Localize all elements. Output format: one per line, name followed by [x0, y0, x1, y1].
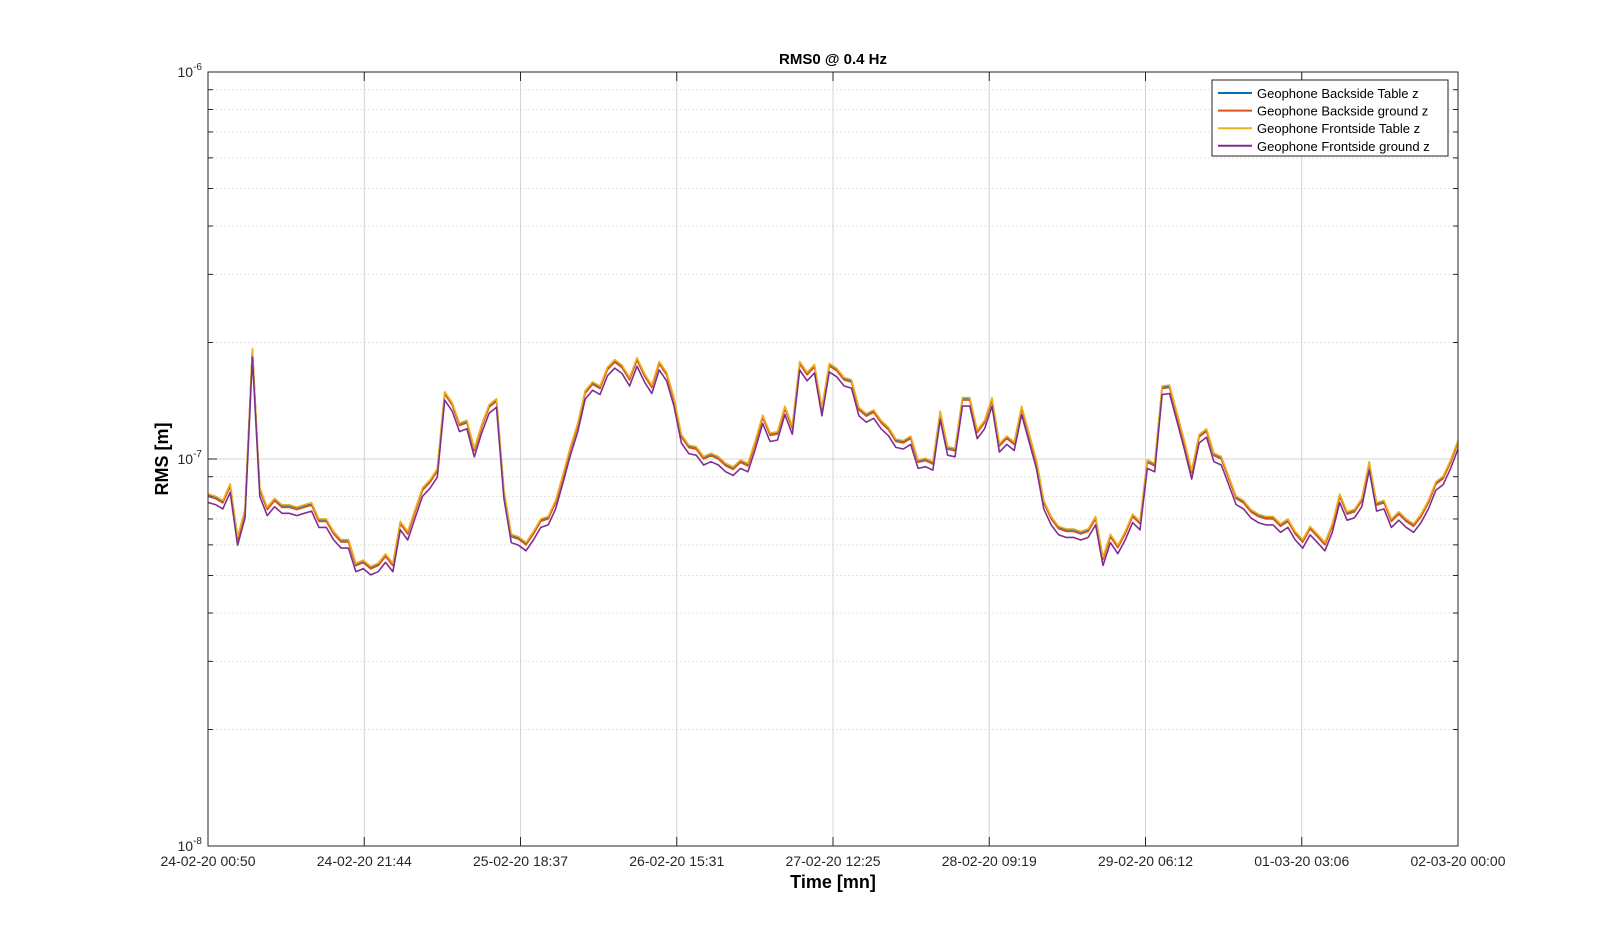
x-tick-label: 28-02-20 09:19 — [942, 853, 1037, 869]
legend-items: Geophone Backside Table z Geophone Backsi… — [1218, 86, 1430, 154]
plot-area-border — [207, 71, 1459, 847]
y-tick-label: 10-8 — [178, 836, 203, 854]
y-tick-label: 10-7 — [178, 449, 203, 467]
ticks-layer — [207, 71, 1459, 847]
y-tick-labels: 10-8 10-7 10-6 — [178, 62, 203, 854]
series-line-3 — [207, 356, 1459, 576]
x-axis-label: Time [mn] — [790, 872, 876, 892]
legend-label-0: Geophone Backside Table z — [1257, 86, 1419, 101]
x-tick-label: 26-02-20 15:31 — [629, 853, 724, 869]
legend-label-3: Geophone Frontside ground z — [1257, 139, 1430, 154]
legend: Geophone Backside Table z Geophone Backsi… — [1211, 79, 1449, 157]
x-tick-labels: 24-02-20 00:50 24-02-20 21:44 25-02-20 18:… — [161, 853, 1506, 869]
chart-title: RMS0 @ 0.4 Hz — [779, 51, 887, 68]
y-axis-label: RMS [m] — [152, 423, 172, 496]
legend-label-2: Geophone Frontside Table z — [1257, 121, 1420, 136]
x-tick-label: 29-02-20 06:12 — [1098, 853, 1193, 869]
x-tick-label: 02-03-20 00:00 — [1411, 853, 1506, 869]
x-tick-label: 24-02-20 00:50 — [161, 853, 256, 869]
y-tick-label: 10-6 — [178, 62, 203, 80]
series-line-1 — [207, 350, 1459, 570]
series-layer — [207, 347, 1459, 576]
legend-label-1: Geophone Backside ground z — [1257, 104, 1428, 119]
series-line-2 — [207, 347, 1459, 568]
x-tick-label: 25-02-20 18:37 — [473, 853, 568, 869]
x-tick-label: 01-03-20 03:06 — [1254, 853, 1349, 869]
x-tick-label: 27-02-20 12:25 — [786, 853, 881, 869]
x-tick-label: 24-02-20 21:44 — [317, 853, 412, 869]
